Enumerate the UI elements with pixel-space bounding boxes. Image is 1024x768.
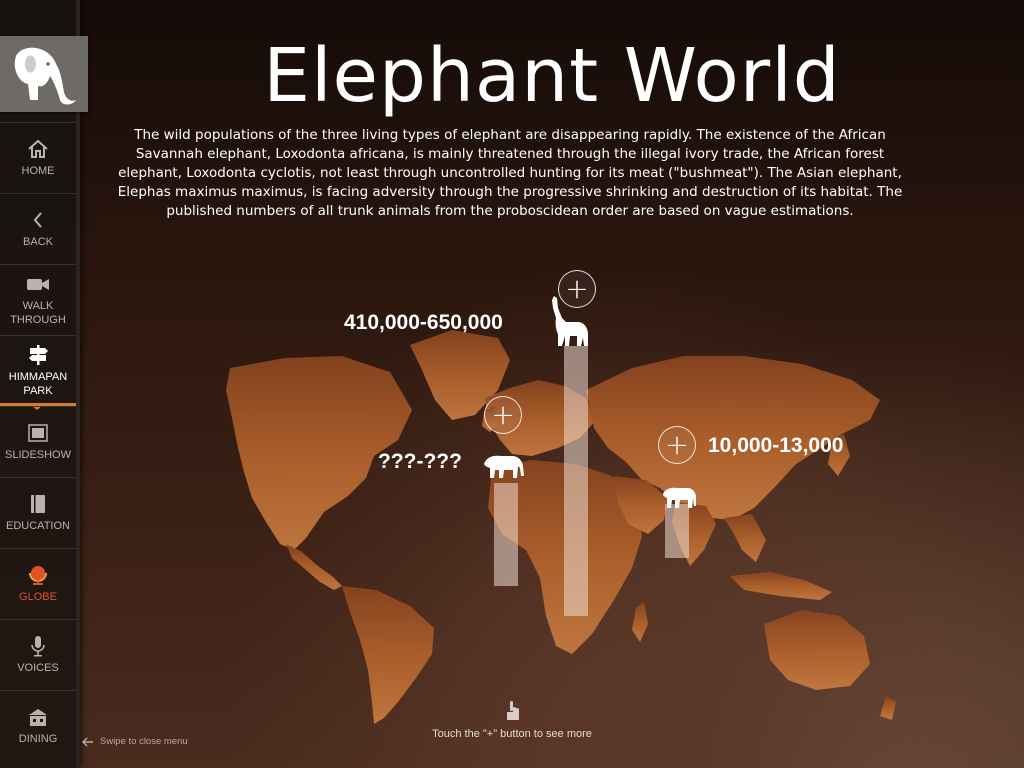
expand-asian-elephant-button[interactable]: + [658, 426, 696, 464]
population-bar-savannah [564, 346, 588, 616]
sidebar-item-dining[interactable]: DINING [0, 690, 76, 761]
sidebar-item-label: DINING [18, 733, 58, 745]
active-indicator [0, 403, 76, 406]
sidebar-item-label: VOICES [17, 662, 59, 674]
indonesia-landmass [730, 572, 832, 600]
signpost-icon [27, 344, 49, 366]
central-america-landmass [286, 544, 342, 590]
sidebar-item-education[interactable]: EDUCATION [0, 477, 76, 548]
chevron-left-icon [31, 209, 45, 231]
expand-forest-elephant-button[interactable]: + [484, 396, 522, 434]
sidebar-item-globe[interactable]: GLOBE [0, 548, 76, 619]
population-label-forest: ???-??? [378, 450, 462, 473]
new-zealand-landmass [880, 696, 896, 720]
slideshow-icon [28, 422, 48, 444]
plus-icon: + [491, 398, 515, 431]
globe-icon [27, 564, 49, 586]
expand-savannah-elephant-button[interactable]: + [558, 270, 596, 308]
sidebar-item-label: EDUCATION [6, 520, 70, 532]
page-title: Elephant World [263, 33, 841, 119]
population-bar-forest [494, 483, 518, 586]
plus-icon: + [665, 428, 689, 461]
population-bar-asian [665, 504, 689, 558]
sidebar-item-label: BACK [23, 236, 53, 248]
asia-landmass [586, 356, 880, 520]
south-america-landmass [342, 586, 434, 724]
sidebar-item-slideshow[interactable]: SLIDESHOW [0, 406, 76, 477]
elephant-trumpeting-icon [552, 296, 588, 346]
elephant-logo-icon [14, 47, 76, 105]
sidebar-item-walk-through[interactable]: WALK THROUGH [0, 264, 76, 335]
population-label-asian: 10,000-13,000 [708, 434, 844, 457]
population-label-savannah: 410,000-650,000 [344, 311, 503, 334]
sidebar-item-label: HOME [21, 165, 55, 177]
sidebar-item-back[interactable]: BACK [0, 193, 76, 264]
active-indicator-notch [32, 406, 42, 410]
sidebar-item-voices[interactable]: VOICES [0, 619, 76, 690]
home-icon [27, 138, 49, 160]
video-camera-icon [26, 273, 50, 295]
sidebar-item-label: SLIDESHOW [4, 449, 71, 461]
arrow-left-icon [82, 736, 93, 747]
sidebar-item-home[interactable]: HOME [0, 122, 76, 193]
sidebar-item-himmapan-park[interactable]: HIMMAPAN PARK [0, 335, 76, 406]
australia-landmass [764, 610, 870, 690]
sidebar-item-label: WALK THROUGH [10, 300, 66, 326]
north-america-landmass [226, 356, 412, 550]
swipe-hint-text: Swipe to close menu [100, 736, 188, 747]
elephant-icon [484, 455, 524, 478]
touch-hint: Touch the "+" button to see more [432, 728, 592, 740]
touch-hand-icon [507, 701, 519, 720]
japan-landmass [828, 434, 850, 476]
southeast-asia-landmass [724, 514, 766, 562]
restaurant-icon [26, 706, 50, 728]
elephant-icon [663, 487, 696, 508]
greenland-landmass [410, 330, 510, 420]
microphone-icon [30, 635, 46, 657]
sidebar-menu: HOME BACK WALK THROUGH HIMMAPAN PARK [0, 0, 80, 768]
world-map [226, 330, 896, 724]
swipe-hint: Swipe to close menu [82, 736, 188, 747]
madagascar-landmass [632, 602, 648, 642]
book-icon [30, 493, 46, 515]
sidebar-item-label: HIMMAPAN PARK [8, 371, 68, 397]
arabia-landmass [614, 476, 668, 534]
plus-icon: + [565, 272, 589, 305]
elephant-logo[interactable] [0, 36, 88, 112]
sidebar-item-label: GLOBE [19, 591, 57, 603]
intro-description: The wild populations of the three living… [117, 127, 903, 219]
